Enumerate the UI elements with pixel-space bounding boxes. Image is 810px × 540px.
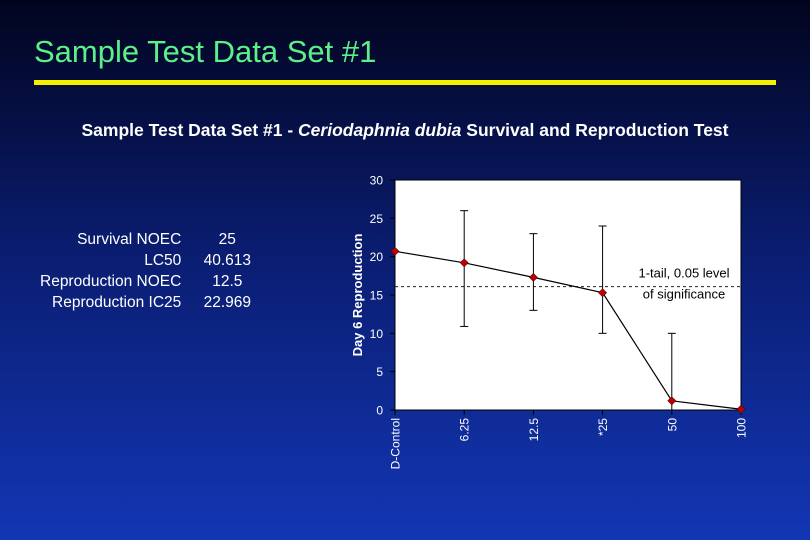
chart-title-species: Ceriodaphnia dubia (298, 120, 462, 140)
stat-label: Reproduction NOEC (40, 273, 182, 290)
y-tick-label: 10 (370, 327, 384, 341)
data-point (736, 404, 746, 414)
stat-row: LC50 40.613 (40, 251, 255, 272)
x-tick-label: *25 (596, 418, 610, 436)
data-point (390, 246, 400, 256)
series-line (394, 250, 742, 410)
stat-label: LC50 (144, 252, 182, 269)
data-point (598, 288, 608, 298)
chart-title-prefix: Sample Test Data Set #1 - (81, 120, 299, 140)
y-axis-label: Day 6 Reproduction (350, 234, 365, 357)
x-tick-label: 50 (665, 418, 679, 432)
stat-value: 40.613 (203, 252, 251, 269)
slide-title: Sample Test Data Set #1 (34, 34, 377, 69)
x-tick-label: 12.5 (527, 418, 541, 442)
chart-title: Sample Test Data Set #1 - Ceriodaphnia d… (0, 120, 810, 141)
y-tick-label: 20 (370, 250, 384, 264)
x-tick-label: 100 (735, 418, 749, 438)
stats-table: Survival NOEC 25 LC50 40.613 Reproduction … (40, 230, 255, 314)
stat-row: Reproduction NOEC 12.5 (40, 272, 255, 293)
x-tick-label: D-Control (389, 418, 403, 469)
y-tick-label: 15 (370, 289, 384, 303)
plot-area (394, 179, 742, 411)
stat-label: Survival NOEC (77, 231, 182, 248)
significance-label-line1: 1-tail, 0.05 level (638, 266, 729, 281)
data-point (528, 272, 538, 282)
stat-value: 12.5 (212, 273, 243, 290)
stat-row: Reproduction IC25 22.969 (40, 293, 255, 314)
y-tick-label: 25 (370, 212, 384, 226)
stat-row: Survival NOEC 25 (40, 230, 255, 251)
data-point (459, 258, 469, 268)
y-tick-label: 5 (376, 365, 383, 379)
stat-value: 25 (218, 231, 236, 248)
data-point (667, 396, 677, 406)
stat-value: 22.969 (203, 294, 251, 311)
x-tick-label: 6.25 (458, 418, 472, 442)
y-tick-label: 0 (376, 404, 383, 418)
stat-label: Reproduction IC25 (52, 294, 182, 311)
y-tick-label: 30 (370, 174, 384, 188)
chart-title-suffix: Survival and Reproduction Test (461, 120, 729, 140)
significance-label-line2: of significance (643, 287, 725, 302)
title-divider (34, 80, 776, 85)
